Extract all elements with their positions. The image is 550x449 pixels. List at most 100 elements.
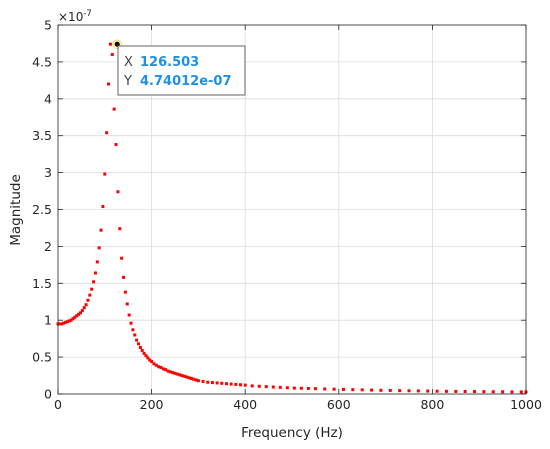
data-point <box>250 384 254 388</box>
data-point <box>105 131 109 135</box>
peak-point <box>114 41 120 47</box>
x-tick-label: 600 <box>327 397 351 412</box>
data-point <box>180 374 184 378</box>
data-point <box>435 389 439 393</box>
x-tick-label: 400 <box>233 397 257 412</box>
datatip-box <box>117 45 246 96</box>
data-point <box>189 377 193 381</box>
data-point <box>332 387 336 391</box>
data-point <box>154 363 158 367</box>
data-point <box>58 322 62 326</box>
x-axis-label: Frequency (Hz) <box>241 425 343 441</box>
data-point <box>142 351 146 355</box>
data-point <box>90 287 94 291</box>
y-tick-label: 0 <box>44 387 52 402</box>
data-point <box>264 385 268 389</box>
data-point <box>178 373 182 377</box>
y-tick-labels: 0 0.5 1 1.5 2 2.5 3 3.5 4 4.5 5 <box>32 18 52 402</box>
data-points <box>56 42 528 394</box>
x-tick-label: 1000 <box>510 397 542 412</box>
data-point <box>388 388 392 392</box>
data-point <box>224 382 228 386</box>
y-tick-label: 3 <box>44 165 52 180</box>
data-point <box>444 389 448 393</box>
datatip-y-label: Y <box>123 74 132 89</box>
data-point <box>107 82 111 86</box>
data-point <box>63 320 67 324</box>
data-point <box>206 380 210 384</box>
peak-halo <box>112 39 122 49</box>
data-point <box>398 389 402 393</box>
data-point <box>123 290 127 294</box>
data-point <box>110 53 114 57</box>
data-point <box>201 379 205 383</box>
data-point <box>150 360 154 364</box>
data-point <box>95 260 99 264</box>
data-point <box>187 376 191 380</box>
data-point <box>118 227 122 231</box>
data-point <box>148 358 152 362</box>
data-point <box>69 318 73 322</box>
y-tick-label: 1 <box>44 313 52 328</box>
peak-marker[interactable] <box>112 39 122 49</box>
data-point <box>196 379 200 383</box>
data-point <box>379 388 383 392</box>
data-point <box>510 390 514 394</box>
data-point <box>125 302 129 306</box>
data-point <box>92 280 96 284</box>
datatip-x-label: X <box>124 55 133 70</box>
data-point <box>103 172 107 176</box>
data-point <box>93 271 97 275</box>
data-point <box>306 386 310 390</box>
data-point <box>257 384 261 388</box>
data-point <box>140 348 144 352</box>
data-point <box>175 372 179 376</box>
data-point <box>166 369 170 373</box>
data-point <box>99 228 103 232</box>
data-point <box>168 370 172 374</box>
data-point <box>229 382 233 386</box>
data-point <box>215 381 219 385</box>
y-exponent-label: ×10-7 <box>58 9 92 24</box>
y-tick-label: 4.5 <box>32 54 52 69</box>
data-point <box>97 246 101 250</box>
data-point <box>144 354 148 358</box>
data-point <box>341 387 345 391</box>
data-point <box>463 389 467 393</box>
data-point <box>220 381 224 385</box>
data-point <box>131 328 135 332</box>
data-point <box>482 390 486 394</box>
data-point <box>192 377 196 381</box>
data-point <box>157 365 161 369</box>
datatip-y-value: 4.74012e-07 <box>140 74 232 89</box>
data-point <box>185 375 189 379</box>
data-point <box>73 315 77 319</box>
datatip[interactable]: X 126.503 Y 4.74012e-07 <box>117 45 246 96</box>
data-point <box>182 374 186 378</box>
data-point <box>71 317 75 321</box>
data-point <box>239 383 243 387</box>
data-point <box>138 346 142 350</box>
data-point <box>491 390 495 394</box>
data-point <box>454 389 458 393</box>
data-point <box>101 205 105 209</box>
data-point <box>278 385 282 389</box>
data-point <box>210 381 214 385</box>
data-point <box>136 342 140 346</box>
data-point <box>80 309 84 313</box>
data-point <box>116 190 120 194</box>
data-point <box>133 333 137 337</box>
data-point <box>122 275 126 279</box>
data-point <box>360 388 364 392</box>
datatip-x-value: 126.503 <box>140 55 199 70</box>
data-point <box>67 319 71 323</box>
data-point <box>285 386 289 390</box>
x-tick-label: 0 <box>54 397 62 412</box>
data-point <box>426 389 430 393</box>
data-point <box>127 313 131 317</box>
axis-ticks <box>57 24 527 395</box>
data-point <box>323 387 327 391</box>
data-point <box>351 388 355 392</box>
